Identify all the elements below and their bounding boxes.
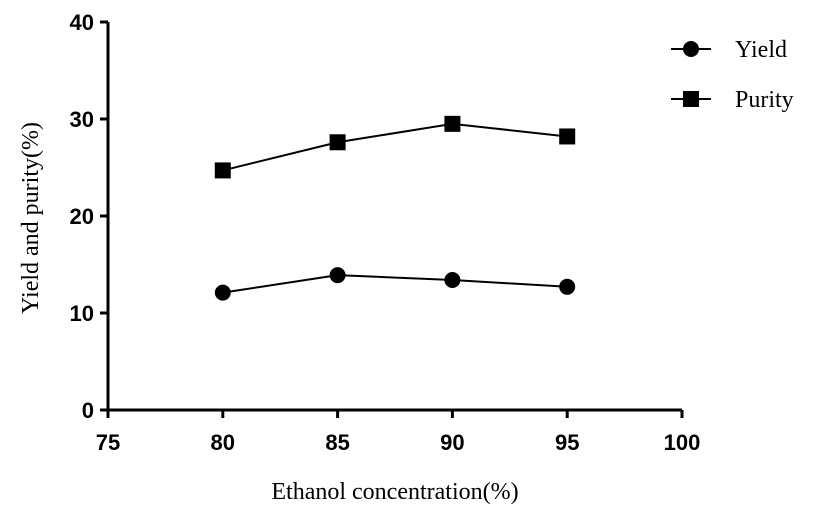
legend: Yield Purity	[671, 37, 794, 113]
purity-line	[222, 122, 568, 172]
x-tick-label: 80	[211, 430, 235, 455]
series-yield	[214, 267, 576, 301]
x-tick-label: 75	[96, 430, 120, 455]
yield-point	[444, 272, 461, 289]
legend-item-purity: Purity	[671, 87, 794, 113]
y-tick-label: 30	[70, 107, 94, 132]
legend-marker-yield	[683, 41, 699, 57]
x-tick-label: 85	[325, 430, 349, 455]
yield-line	[222, 274, 568, 294]
axes	[106, 22, 682, 412]
yield-point	[214, 284, 231, 301]
legend-marker-purity	[683, 91, 699, 107]
x-axis-label: Ethanol concentration(%)	[271, 479, 518, 505]
y-tick-label: 0	[82, 398, 94, 423]
series-purity	[214, 115, 576, 179]
yield-point	[559, 278, 576, 295]
x-ticks: 75 80 85 90 95 100	[96, 410, 701, 455]
y-ticks: 0 10 20 30 40	[70, 10, 108, 423]
series	[214, 115, 576, 301]
y-tick-label: 20	[70, 204, 94, 229]
legend-label-purity: Purity	[735, 87, 794, 113]
x-tick-label: 95	[555, 430, 579, 455]
yield-point	[329, 267, 346, 284]
purity-point	[329, 134, 346, 151]
purity-point	[214, 162, 231, 179]
x-tick-label: 100	[664, 430, 701, 455]
purity-point	[444, 115, 461, 132]
y-axis-label: Yield and purity(%)	[18, 122, 44, 314]
legend-item-yield: Yield	[671, 37, 787, 63]
y-tick-label: 10	[70, 301, 94, 326]
y-tick-label: 40	[70, 10, 94, 35]
purity-point	[559, 128, 576, 145]
legend-label-yield: Yield	[735, 37, 787, 63]
x-tick-label: 90	[440, 430, 464, 455]
